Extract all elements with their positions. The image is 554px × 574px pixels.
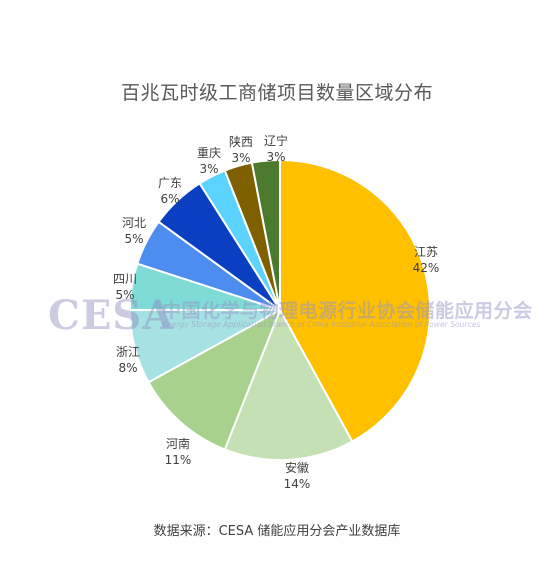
slice-label-value-4: 5% [115,288,134,302]
slice-label-value-2: 11% [165,453,192,467]
data-source: 数据来源：CESA 储能应用分会产业数据库 [153,524,401,539]
slice-label-name-9: 辽宁 [264,133,288,148]
slice-label-value-0: 42% [413,261,440,275]
slice-label-name-4: 四川 [113,272,137,286]
slice-label-name-7: 重庆 [197,146,221,160]
slice-label-name-0: 江苏 [414,245,438,259]
pie-slice-2 [147,307,282,451]
slice-label-value-7: 3% [199,162,218,176]
slice-label-value-3: 8% [118,361,137,375]
slice-label-value-1: 14% [284,477,311,491]
slice-label-name-2: 河南 [166,436,190,451]
slice-label-value-8: 3% [231,151,250,165]
pie-slice-1 [223,307,354,461]
pie-slice-9 [250,158,281,311]
watermark-logo: CESA [48,292,175,339]
pie-slice-0 [279,158,431,443]
slice-label-value-6: 6% [160,192,179,206]
slice-label-name-6: 广东 [158,176,182,190]
slice-label-name-1: 安徽 [285,460,309,475]
slice-label-value-5: 5% [124,232,143,246]
chart-title: 百兆瓦时级工商储项目数量区域分布 [120,82,433,104]
slice-label-value-9: 3% [266,150,285,164]
slice-label-name-8: 陕西 [229,134,253,149]
watermark-org-cn: 中国化学与物理电源行业协会储能应用分会 [162,300,533,322]
slice-label-name-5: 河北 [122,216,146,230]
slice-label-name-3: 浙江 [116,345,140,359]
watermark-org-en: Energy Storage Application Branch of Chi… [162,320,481,329]
